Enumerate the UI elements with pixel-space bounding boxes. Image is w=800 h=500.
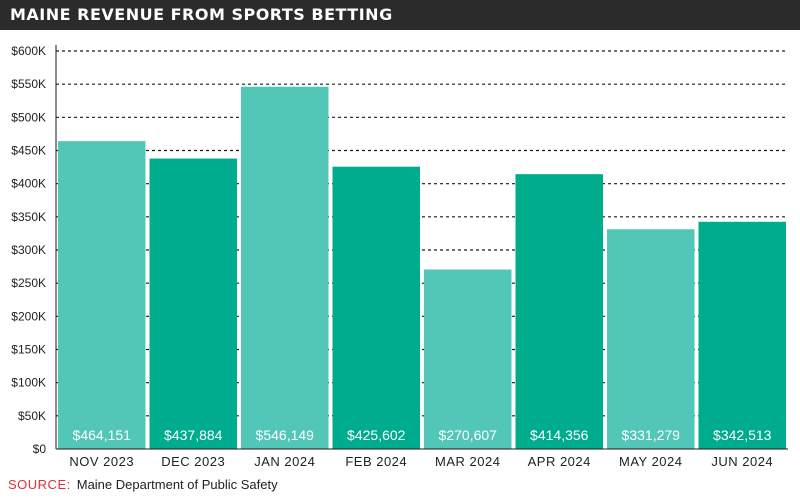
x-tick-label: JUN 2024: [711, 454, 773, 469]
y-tick-label: $300K: [11, 243, 46, 257]
bar-value-label: $425,602: [347, 427, 406, 443]
y-tick-label: $550K: [11, 77, 46, 91]
title-bar: MAINE REVENUE FROM SPORTS BETTING: [0, 0, 800, 30]
x-tick-label: DEC 2023: [161, 454, 225, 469]
bar: [607, 229, 695, 449]
bar: [58, 141, 146, 450]
bar-value-label: $546,149: [256, 427, 315, 443]
x-tick-label: JAN 2024: [254, 454, 315, 469]
y-tick-label: $500K: [11, 110, 46, 124]
source-label: SOURCE:: [8, 477, 71, 492]
bar-value-label: $342,513: [713, 427, 772, 443]
y-tick-label: $0: [33, 442, 47, 456]
x-tick-label: MAR 2024: [435, 454, 500, 469]
y-tick-label: $250K: [11, 276, 46, 290]
x-tick-label: FEB 2024: [345, 454, 407, 469]
chart-title: MAINE REVENUE FROM SPORTS BETTING: [10, 5, 393, 24]
bar-value-label: $331,279: [622, 427, 681, 443]
bar: [332, 166, 420, 449]
bar-value-label: $270,607: [439, 427, 498, 443]
bar-value-label: $437,884: [164, 427, 223, 443]
x-tick-label: APR 2024: [528, 454, 591, 469]
bar: [515, 174, 603, 449]
x-tick-label: MAY 2024: [619, 454, 683, 469]
bar-chart: $0 $50K $100K $150K $200K $250K $300K $350K $400…: [11, 44, 788, 469]
y-tick-label: $150K: [11, 343, 46, 357]
bar-value-label: $464,151: [73, 427, 132, 443]
y-tick-label: $400K: [11, 177, 46, 191]
source-note: SOURCE: Maine Department of Public Safety: [8, 477, 278, 493]
bar: [698, 221, 786, 449]
x-tick-label: NOV 2023: [69, 454, 134, 469]
bar-value-label: $414,356: [530, 427, 589, 443]
bar: [241, 86, 329, 449]
bar: [424, 269, 512, 449]
y-tick-label: $600K: [11, 44, 46, 58]
y-tick-label: $200K: [11, 309, 46, 323]
y-tick-label: $350K: [11, 210, 46, 224]
y-tick-label: $450K: [11, 144, 46, 158]
bar: [149, 158, 237, 450]
y-tick-label: $100K: [11, 376, 46, 390]
source-text: Maine Department of Public Safety: [76, 477, 278, 492]
y-tick-label: $50K: [18, 409, 46, 423]
